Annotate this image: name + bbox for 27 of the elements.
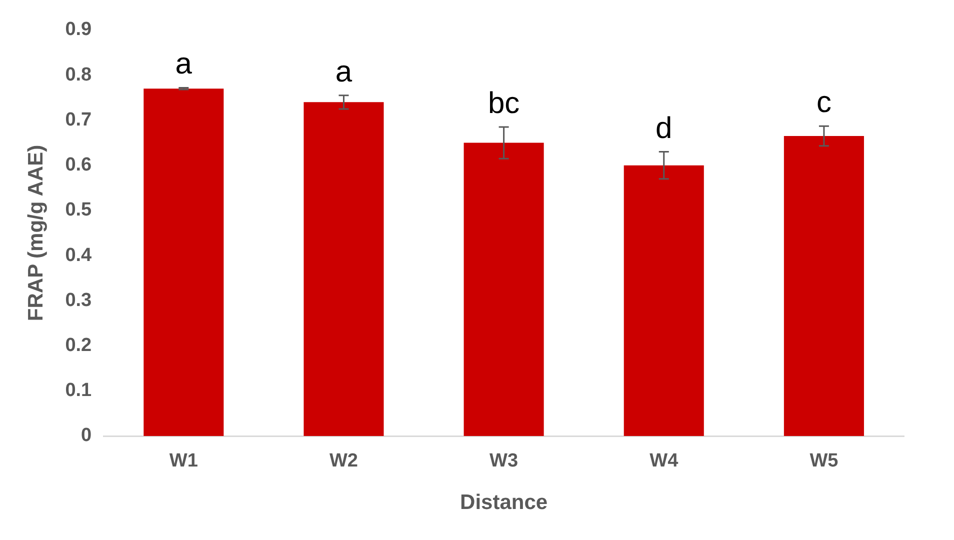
y-tick-label: 0.3 [65,290,92,311]
x-axis-title: Distance [460,491,548,514]
x-tick-label: W5 [810,450,839,472]
bar [304,102,384,436]
annotation: d [656,112,672,145]
x-tick-label: W3 [490,450,518,472]
y-tick-label: 0.6 [65,154,92,176]
y-tick-label: 0.7 [65,109,92,130]
bar [464,142,544,436]
y-axis-title: FRAP (mg/g AAE) [24,144,48,322]
annotation: bc [488,86,520,120]
bar [624,165,704,436]
y-tick-label: 0.9 [65,19,92,40]
annotation: a [335,55,352,88]
annotation: c [816,86,832,120]
x-tick-label: W4 [650,450,679,472]
y-tick-label: 0.1 [65,380,92,402]
bar [144,88,224,436]
y-tick-label: 0.8 [65,64,92,86]
y-tick-label: 0.4 [65,244,92,266]
x-tick-label: W1 [169,450,198,472]
annotation: a [175,48,192,81]
y-tick-label: 0 [81,425,92,446]
x-tick-label: W2 [329,450,358,472]
y-tick-label: 0.5 [65,200,92,221]
y-tick-label: 0.2 [65,335,92,356]
bar [784,136,864,436]
